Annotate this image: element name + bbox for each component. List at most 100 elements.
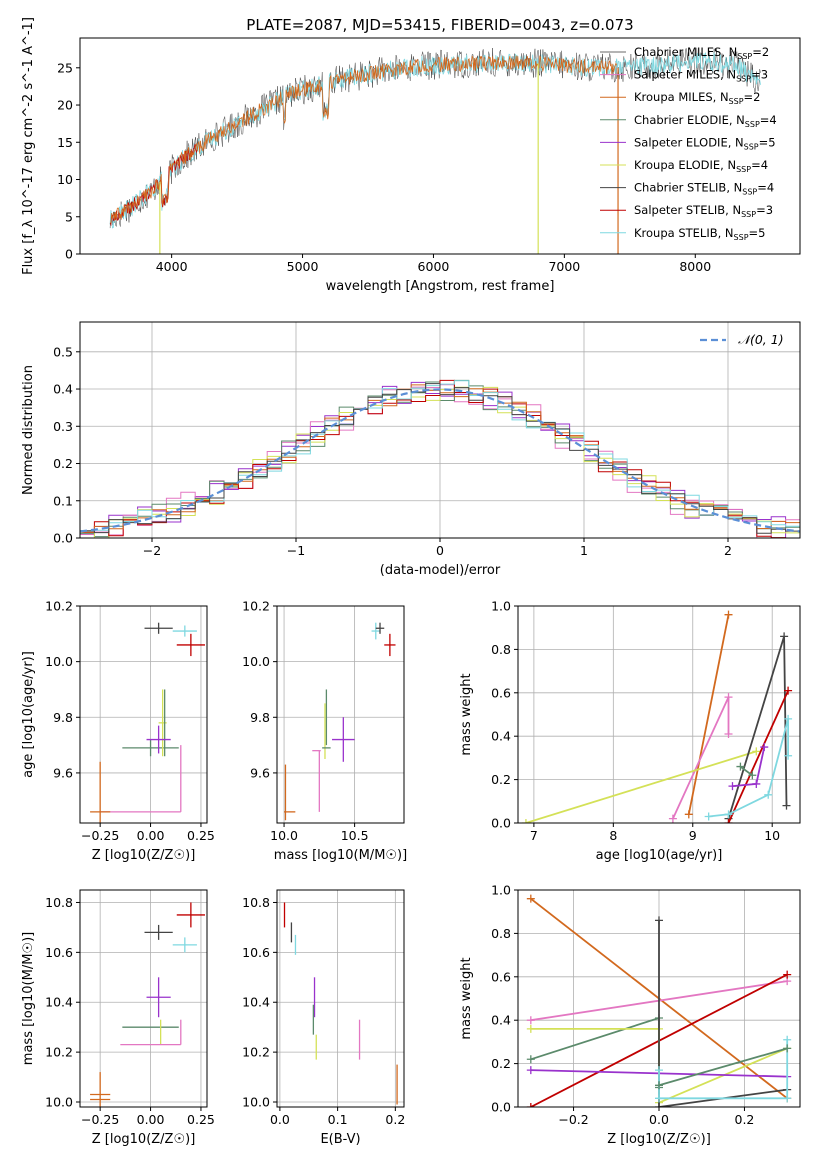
- axis-label: age [log10(age/yr)]: [596, 848, 723, 863]
- legend-subscript: SSP: [742, 188, 757, 197]
- legend-entry: Chabrier STELIB, NSSP=4: [634, 181, 774, 197]
- y-tick-label: 9.8: [53, 710, 73, 725]
- x-tick-label: 0.25: [187, 1112, 215, 1127]
- series-point: [783, 1044, 792, 1053]
- x-tick-label: 0.0: [270, 1112, 290, 1127]
- series-line: [727, 636, 788, 819]
- x-tick-label: 0.2: [385, 1112, 405, 1127]
- legend-subscript: SSP: [736, 165, 751, 174]
- x-tick-label: 0.00: [137, 828, 165, 843]
- plot-area: [109, 47, 761, 254]
- series-point: [655, 916, 663, 925]
- plot-area: [284, 622, 396, 821]
- legend-count: =5: [749, 226, 766, 240]
- axes-frame: [79, 605, 208, 824]
- plot-area: [90, 902, 205, 1107]
- axis-label: mass [log10(M/M☉)]: [274, 848, 407, 863]
- x-tick-label: 9: [689, 828, 697, 843]
- y-tick-label: 5: [65, 209, 73, 224]
- legend-entry: Chabrier MILES, NSSP=2: [634, 45, 769, 61]
- axis-label: Z [log10(Z/Z☉)]: [92, 848, 196, 863]
- axis-label: mass weight: [459, 957, 474, 1039]
- y-tick-label: 10.0: [45, 654, 73, 669]
- x-tick-label: 8000: [679, 259, 711, 274]
- y-tick-label: 10.4: [242, 995, 270, 1010]
- series-line: [658, 920, 788, 1107]
- legend-count: =4: [751, 158, 768, 172]
- series-point: [655, 1066, 663, 1075]
- legend-entry: Kroupa STELIB, NSSP=5: [634, 226, 765, 242]
- legend-count: =5: [759, 135, 776, 149]
- axes-frame: [276, 605, 405, 824]
- x-tick-label: −0.25: [81, 828, 119, 843]
- legend-entry: Salpeter STELIB, NSSP=3: [634, 203, 773, 219]
- legend-count: =2: [752, 45, 769, 59]
- y-tick-label: 0.4: [491, 729, 511, 744]
- axis-label: E(B-V): [320, 1132, 360, 1147]
- y-tick-label: 0.2: [491, 772, 511, 787]
- y-tick-label: 25: [57, 60, 73, 75]
- x-tick-label: 0.0: [649, 1112, 669, 1127]
- legend-count: =3: [751, 68, 768, 82]
- y-tick-label: 0.1: [53, 493, 73, 508]
- x-tick-label: 0.1: [328, 1112, 348, 1127]
- axes-frame: [79, 889, 208, 1108]
- y-tick-label: 10.0: [45, 1095, 73, 1110]
- series-point: [724, 610, 733, 619]
- x-tick-label: 7: [530, 828, 538, 843]
- legend-subscript: SSP: [734, 233, 749, 242]
- y-tick-label: 0.8: [491, 926, 511, 941]
- axis-label: Z [log10(Z/Z☉)]: [607, 1132, 711, 1147]
- series-point: [752, 747, 761, 756]
- x-tick-label: 7000: [548, 259, 580, 274]
- y-tick-label: 10.8: [242, 895, 270, 910]
- panel-spectrum: 4000 5000 6000 7000 8000 0 5 10 15 20 25 wavelength…: [21, 17, 801, 294]
- series-point: [526, 894, 535, 903]
- y-tick-label: 9.8: [250, 710, 270, 725]
- y-tick-label: 0.2: [53, 456, 73, 471]
- plot-area: [283, 902, 398, 1105]
- series-point: [752, 779, 761, 788]
- series-line: [687, 614, 730, 815]
- series-line: [708, 718, 789, 818]
- x-tick-label: 0.2: [735, 1112, 755, 1127]
- y-tick-label: 10.2: [45, 1045, 73, 1060]
- series-point: [783, 970, 792, 979]
- legend-count: =4: [757, 181, 774, 195]
- legend-count: =2: [744, 90, 761, 104]
- series-line: [658, 1047, 788, 1087]
- series-point: [526, 1066, 535, 1075]
- panel-age-vs-Z: −0.25 0.00 0.25 9.6 9.8 10.0 10.2 Z [log10(Z/Z☉…: [21, 599, 215, 864]
- x-tick-label: −0.2: [558, 1112, 588, 1127]
- spectrum-line: [109, 55, 618, 224]
- series-point: [724, 693, 733, 702]
- plot-area: [90, 622, 205, 823]
- legend-subscript: SSP: [736, 75, 751, 84]
- x-tick-label: 0: [436, 543, 444, 558]
- axis-label: (data-model)/error: [380, 563, 501, 578]
- axis-label: wavelength [Angstrom, rest frame]: [326, 279, 555, 294]
- legend-subscript: SSP: [737, 52, 752, 61]
- y-tick-label: 0.0: [53, 531, 73, 546]
- y-tick-label: 9.6: [250, 765, 270, 780]
- x-tick-label: 1: [580, 543, 588, 558]
- x-tick-label: 10.5: [341, 828, 369, 843]
- series-point: [784, 686, 793, 695]
- series-point: [526, 1055, 535, 1064]
- axis-label: age [log10(age/yr)]: [21, 651, 36, 778]
- series-point: [684, 810, 693, 819]
- axes-frame: [517, 605, 801, 824]
- panel-mass-weight-vs-Z: −0.2 0.0 0.2 0.0 0.2 0.4 0.6 0.8 1.0 Z [log10(Z/Z…: [459, 883, 801, 1147]
- series-line: [727, 690, 789, 823]
- legend-count: =3: [756, 203, 773, 217]
- series-line: [525, 750, 757, 823]
- legend-subscript: SSP: [729, 97, 744, 106]
- y-tick-label: 0.6: [491, 969, 511, 984]
- y-tick-label: 1.0: [491, 599, 511, 614]
- series-point: [526, 1024, 535, 1033]
- series-point: [724, 810, 733, 819]
- series-point: [655, 1081, 663, 1090]
- legend-subscript: SSP: [744, 142, 759, 151]
- series-point: [668, 814, 677, 823]
- plot-area: [521, 610, 793, 823]
